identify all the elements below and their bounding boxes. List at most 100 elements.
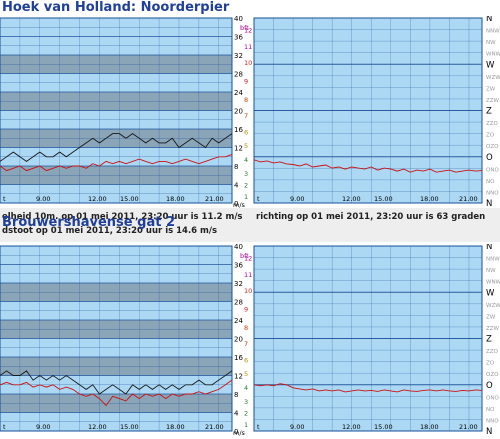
direction-tick-label: W <box>486 60 495 70</box>
y-tick-label: 28 <box>234 299 243 307</box>
chart-frame <box>253 17 483 204</box>
direction-tick-label: Z <box>486 335 492 345</box>
bft-tick-label: 8 <box>244 324 248 332</box>
y-tick-label: 28 <box>234 71 243 79</box>
direction-tick-label: N <box>486 244 492 252</box>
x-tick-label: 18.00 <box>166 423 185 431</box>
bft-tick-label: 1 <box>244 421 248 429</box>
y-tick-label: 40 <box>234 244 243 251</box>
direction-tick-label: OZO <box>486 144 499 150</box>
bft-tick-label: 10 <box>244 59 252 67</box>
bft-tick-label: 12 <box>244 27 252 35</box>
x-tick-label: 15.00 <box>374 195 393 203</box>
direction-tick-label: Z <box>486 107 492 117</box>
chart-frame <box>0 245 233 432</box>
x-tick-label: 18.00 <box>420 423 439 431</box>
speed-series-line <box>0 379 233 407</box>
chart-hoek-van-holland-wind: 0481216202428323640123456789101112bftm/s… <box>0 16 500 209</box>
direction-tick-label: ZO <box>486 361 495 367</box>
direction-tick-label: ONO <box>486 167 499 173</box>
speed-series-line <box>0 153 233 172</box>
y-tick-label: 32 <box>234 280 243 288</box>
bft-tick-label: 6 <box>244 356 248 364</box>
x-tick-label: 15.00 <box>120 423 139 431</box>
direction-series-line <box>253 159 483 173</box>
direction-tick-label: N <box>486 16 492 24</box>
direction-tick-label: ZZO <box>486 349 499 355</box>
direction-tick-label: NW <box>486 268 496 274</box>
x-tick-label: 15.00 <box>374 423 393 431</box>
direction-tick-label: ONO <box>486 395 499 401</box>
direction-series-line <box>253 383 483 393</box>
x-tick-label: 18.00 <box>166 195 185 203</box>
direction-tick-label: ZZW <box>486 98 500 104</box>
direction-tick-label: ZZW <box>486 326 500 332</box>
direction-tick-label: ZO <box>486 133 495 139</box>
direction-tick-label: ZW <box>486 86 496 92</box>
direction-tick-label: WZW <box>486 75 500 81</box>
direction-tick-label: NNW <box>486 257 500 263</box>
status-speed: elheid 10m. op 01 mei 2011, 23:20 uur is… <box>2 212 243 222</box>
direction-tick-label: NNO <box>486 190 499 196</box>
direction-tick-label: ZZO <box>486 121 499 127</box>
x-tick-label: 9.00 <box>290 423 304 431</box>
bft-tick-label: 4 <box>244 384 248 392</box>
bft-tick-label: 10 <box>244 287 252 295</box>
direction-tick-label: ZW <box>486 314 496 320</box>
direction-tick-label: N <box>486 427 492 437</box>
x-tick-label: t <box>257 195 260 203</box>
station-title-hoek-van-holland: Hoek van Holland: Noorderpier <box>2 0 230 15</box>
y-tick-label: 36 <box>234 262 243 270</box>
bft-tick-label: 4 <box>244 156 248 164</box>
status-direction: richting op 01 mei 2011, 23:20 uur is 63… <box>256 212 486 222</box>
direction-tick-label: OZO <box>486 372 499 378</box>
direction-tick-label: WNW <box>486 280 500 286</box>
y-tick-label: 24 <box>234 317 243 325</box>
x-tick-label: 9.00 <box>36 423 50 431</box>
x-tick-label: 18.00 <box>420 195 439 203</box>
direction-tick-label: NO <box>486 179 495 185</box>
y-tick-label: 20 <box>234 336 243 344</box>
bft-tick-label: 5 <box>244 370 248 378</box>
direction-tick-label: NW <box>486 40 496 46</box>
x-tick-label: 21.00 <box>459 423 478 431</box>
x-tick-label: 12.00 <box>342 195 361 203</box>
y-tick-label: 0 <box>234 200 238 208</box>
x-tick-label: 21.00 <box>205 195 224 203</box>
direction-tick-label: W <box>486 288 495 298</box>
bft-tick-label: 7 <box>244 112 248 120</box>
direction-tick-label: O <box>486 153 493 163</box>
y-tick-label: 16 <box>234 126 243 134</box>
direction-tick-label: NNO <box>486 418 499 424</box>
status-bar: elheid 10m. op 01 mei 2011, 23:20 uur is… <box>0 208 500 242</box>
bft-tick-label: 9 <box>244 77 248 85</box>
chart-frame <box>253 245 483 432</box>
x-tick-label: 9.00 <box>290 195 304 203</box>
chart-frame <box>0 17 233 204</box>
gust-series-line <box>0 133 233 162</box>
bft-tick-label: 11 <box>244 43 252 51</box>
bft-tick-label: 1 <box>244 193 248 201</box>
bft-tick-label: 3 <box>244 398 248 406</box>
y-tick-label: 12 <box>234 145 243 153</box>
y-tick-label: 40 <box>234 16 243 23</box>
y-tick-label: 12 <box>234 373 243 381</box>
y-tick-label: 4 <box>234 410 239 418</box>
direction-tick-label: NO <box>486 407 495 413</box>
y-unit-label: m/s <box>233 429 246 437</box>
bft-tick-label: 9 <box>244 305 248 313</box>
x-tick-label: 12.00 <box>88 423 107 431</box>
x-tick-label: 12.00 <box>342 423 361 431</box>
gust-series-line <box>0 370 233 395</box>
status-gust: dstoot op 01 mei 2011, 23:20 uur is 14.6… <box>2 226 218 236</box>
bft-tick-label: 11 <box>244 271 252 279</box>
y-tick-label: 36 <box>234 34 243 42</box>
y-tick-label: 8 <box>234 391 238 399</box>
y-tick-label: 32 <box>234 52 243 60</box>
bft-tick-label: 2 <box>244 182 248 190</box>
x-tick-label: t <box>257 423 260 431</box>
bft-tick-label: 12 <box>244 255 252 263</box>
direction-tick-label: NNW <box>486 29 500 35</box>
y-tick-label: 4 <box>234 182 239 190</box>
y-unit-label: m/s <box>233 201 246 209</box>
